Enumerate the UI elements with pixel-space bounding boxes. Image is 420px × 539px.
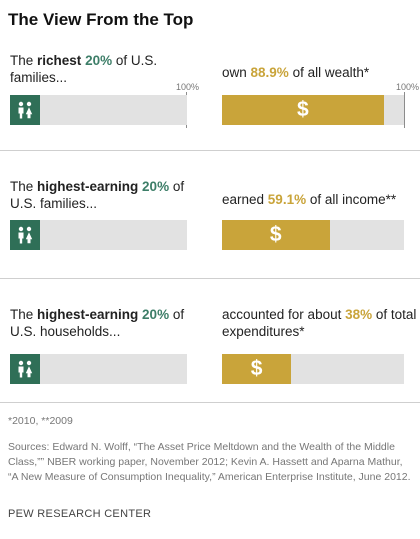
share-bar: $ bbox=[222, 354, 292, 384]
row-right-description: earned 59.1% of all income** bbox=[222, 192, 397, 207]
family-icon bbox=[10, 95, 40, 125]
share-bar: $ bbox=[222, 220, 330, 250]
section-divider bbox=[0, 402, 420, 403]
group-percent: 20% bbox=[85, 53, 113, 68]
share-bar-track: $ bbox=[222, 354, 404, 384]
share-percent: 88.9% bbox=[250, 65, 289, 80]
family-icon bbox=[10, 220, 40, 250]
scale-tick-right bbox=[404, 92, 405, 128]
family-icon bbox=[10, 354, 40, 384]
section-divider bbox=[0, 278, 420, 279]
row-left-description: The richest 20% of U.S. families... bbox=[10, 53, 158, 85]
group-percent: 20% bbox=[142, 179, 170, 194]
sources-note: Sources: Edward N. Wolff, “The Asset Pri… bbox=[8, 441, 411, 483]
credit: PEW RESEARCH CENTER bbox=[8, 508, 152, 520]
share-percent: 59.1% bbox=[267, 192, 307, 207]
row-left-description: The highest-earning 20% of U.S. househol… bbox=[10, 307, 185, 339]
share-bar: $ bbox=[222, 95, 384, 125]
section-divider bbox=[0, 150, 420, 151]
share-percent: 38% bbox=[345, 307, 373, 322]
row-right-description: accounted for about 38% of total expendi… bbox=[222, 307, 417, 339]
share-bar-track: $ bbox=[222, 95, 404, 125]
group-bar bbox=[10, 220, 187, 250]
group-bar bbox=[10, 354, 187, 384]
dollar-icon: $ bbox=[297, 98, 309, 121]
dollar-icon: $ bbox=[250, 357, 263, 380]
chart-title: The View From the Top bbox=[8, 10, 194, 29]
row-left-description: The highest-earning 20% of U.S. families… bbox=[10, 179, 185, 211]
footnote: *2010, **2009 bbox=[8, 415, 73, 427]
row-right-description: own 88.9% of all wealth* bbox=[222, 65, 370, 80]
scale-label-right: 100% bbox=[396, 82, 420, 92]
dollar-icon: $ bbox=[269, 223, 282, 246]
scale-label-left: 100% bbox=[176, 82, 200, 92]
group-bar bbox=[10, 95, 187, 125]
share-bar-track: $ bbox=[222, 220, 404, 250]
group-percent: 20% bbox=[142, 307, 170, 322]
